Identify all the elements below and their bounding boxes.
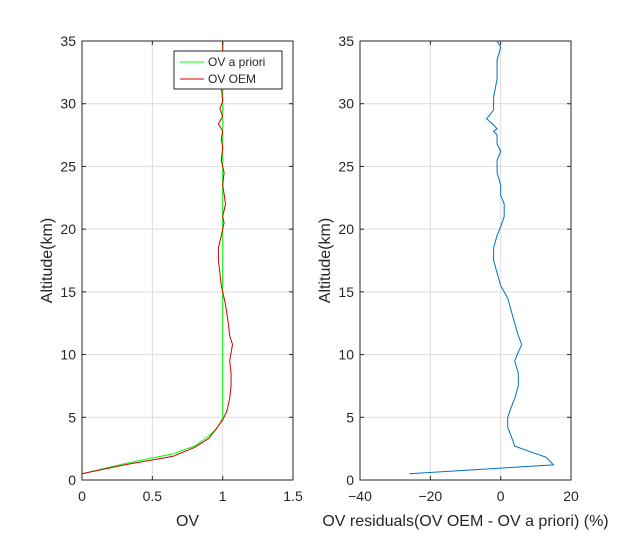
legend-entry: OV OEM: [208, 72, 256, 86]
y-tick-label: 0: [346, 472, 354, 488]
y-axis-label: Altitude(km): [317, 218, 334, 303]
axes-frame: [81, 40, 294, 481]
x-axis-label: OV: [176, 513, 199, 530]
y-tick-label: 25: [338, 158, 354, 174]
y-tick-label: 25: [60, 158, 76, 174]
y-axis-label: Altitude(km): [39, 218, 56, 303]
y-tick-label: 5: [68, 409, 76, 425]
plot-area: [360, 41, 571, 480]
axes-frame: [359, 40, 572, 481]
y-tick-label: 10: [338, 347, 354, 363]
x-tick-label: 1.5: [283, 488, 303, 504]
x-tick-label: 0.5: [143, 488, 163, 504]
legend: OV a priori OV OEM: [173, 50, 283, 90]
y-tick-label: 15: [60, 284, 76, 300]
x-tick-label: 0: [78, 488, 86, 504]
plot-area: [82, 41, 293, 480]
y-tick-label: 15: [338, 284, 354, 300]
legend-entry: OV a priori: [208, 55, 265, 69]
x-axis-label: OV residuals(OV OEM - OV a priori) (%): [322, 513, 608, 530]
x-tick-label: −40: [348, 488, 372, 504]
y-tick-label: 0: [68, 472, 76, 488]
y-tick-label: 30: [338, 96, 354, 112]
x-tick-label: 1: [219, 488, 227, 504]
series-line-1: [409, 40, 554, 475]
legend-box: [173, 50, 283, 90]
y-tick-label: 30: [60, 96, 76, 112]
series-line-2: [81, 41, 233, 475]
y-tick-label: 35: [338, 33, 354, 49]
x-tick-label: 20: [563, 488, 579, 504]
y-tick-label: 20: [60, 221, 76, 237]
x-tick-label: 0: [497, 488, 505, 504]
y-tick-label: 20: [338, 221, 354, 237]
y-tick-label: 5: [346, 409, 354, 425]
y-tick-label: 35: [60, 33, 76, 49]
x-tick-label: −20: [418, 488, 442, 504]
chart-panel-1: 0 0.5 1 1.5 0 5 10 15 20 25 30 35 OV Altitude(km) OV a…: [39, 33, 303, 530]
y-tick-label: 10: [60, 347, 76, 363]
chart-panel-2: −40 −20 0 20 0 5 10 15 20 25 30 35 OV residuals(OV O…: [317, 33, 609, 530]
